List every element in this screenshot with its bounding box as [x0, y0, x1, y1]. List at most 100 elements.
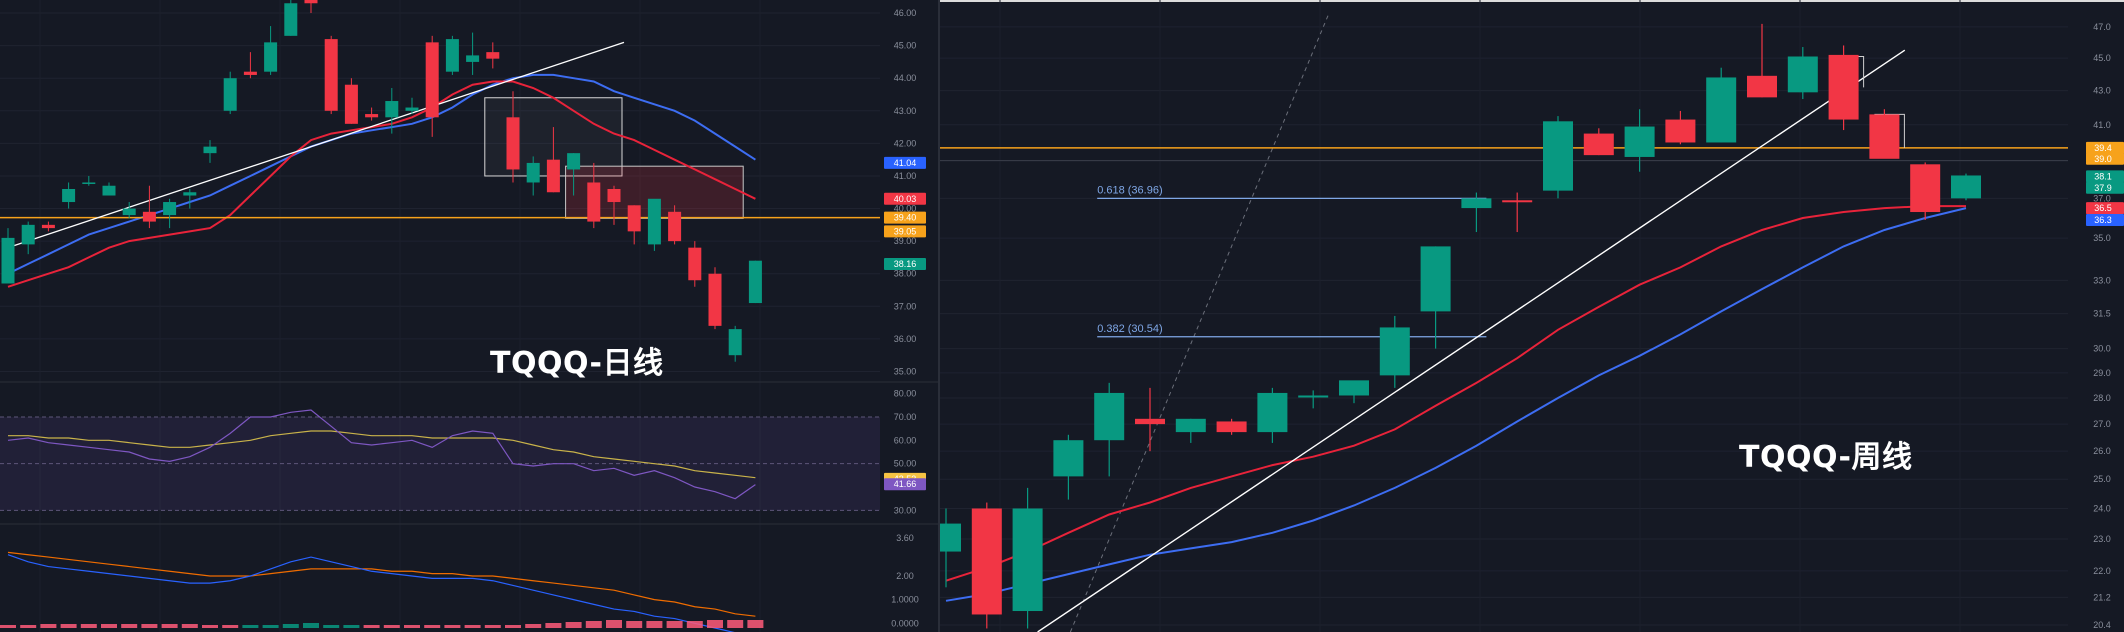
weekly-y-tick-label: 33.0	[2093, 275, 2111, 285]
weekly-candle[interactable]	[1951, 175, 1981, 199]
daily-y-tick-label: 41.00	[894, 171, 917, 181]
daily-macd-tick-label: 0.0000	[891, 618, 919, 628]
daily-candle[interactable]	[21, 224, 35, 245]
daily-macd-histogram-bar	[121, 624, 138, 628]
daily-y-tick-label: 45.00	[894, 41, 917, 51]
daily-candle[interactable]	[728, 329, 742, 356]
daily-candle[interactable]	[365, 114, 379, 118]
daily-macd-histogram-bar	[20, 625, 37, 628]
weekly-candle[interactable]	[940, 523, 961, 552]
daily-candle[interactable]	[466, 55, 480, 62]
weekly-candle[interactable]	[1624, 126, 1655, 157]
daily-background	[0, 0, 938, 632]
daily-rsi-band	[0, 417, 880, 511]
weekly-candle[interactable]	[1216, 421, 1247, 433]
weekly-price-tag	[2086, 170, 2124, 183]
daily-candle[interactable]	[688, 247, 702, 281]
daily-price-tag	[884, 192, 926, 205]
daily-candle[interactable]	[102, 185, 116, 196]
weekly-candle[interactable]	[1787, 56, 1818, 93]
daily-macd-histogram-bar	[404, 625, 420, 628]
daily-candle[interactable]	[748, 260, 762, 304]
daily-candle[interactable]	[526, 162, 540, 183]
daily-candle[interactable]	[445, 39, 459, 72]
daily-macd-histogram-bar	[222, 625, 239, 628]
daily-candle[interactable]	[284, 3, 298, 36]
weekly-candle[interactable]	[1706, 77, 1737, 143]
daily-rsi-tag-label: 41.66	[894, 479, 917, 489]
daily-y-tick-label: 44.00	[894, 73, 917, 83]
daily-candle[interactable]	[607, 189, 621, 203]
daily-candle[interactable]	[627, 205, 641, 232]
weekly-candle[interactable]	[1747, 75, 1777, 98]
weekly-chart-svg[interactable]: 47.0 45.0 43.0 41.0 39.0 37.0 35.0 33.0 31.5 30.0…	[940, 0, 2124, 632]
weekly-trendline[interactable]	[1037, 49, 1906, 632]
daily-candle[interactable]	[344, 84, 358, 124]
daily-macd-histogram-bar	[626, 621, 643, 628]
weekly-candle[interactable]	[1135, 418, 1165, 425]
daily-candle[interactable]	[506, 117, 520, 170]
daily-candle[interactable]	[203, 146, 217, 154]
daily-candle[interactable]	[243, 71, 257, 75]
daily-chart-panel[interactable]: 46.00 45.00 44.00 43.00 42.00 41.00 40.00 39.00…	[0, 0, 938, 632]
daily-candle[interactable]	[708, 273, 722, 326]
daily-chart-svg[interactable]: 46.00 45.00 44.00 43.00 42.00 41.00 40.00 39.00…	[0, 0, 938, 632]
daily-candle[interactable]	[647, 198, 661, 245]
weekly-candle[interactable]	[1175, 418, 1206, 433]
weekly-candle[interactable]	[1420, 246, 1451, 312]
daily-candle[interactable]	[567, 153, 581, 170]
daily-macd-histogram-bar	[505, 625, 521, 628]
weekly-price-tag-label: 36.5	[2094, 203, 2112, 213]
weekly-candle[interactable]	[1502, 200, 1533, 203]
daily-trendline[interactable]	[7, 41, 625, 249]
daily-candle[interactable]	[324, 39, 338, 111]
daily-candle[interactable]	[82, 182, 96, 184]
weekly-candle[interactable]	[1910, 164, 1941, 213]
weekly-candle[interactable]	[971, 508, 1002, 615]
daily-candle[interactable]	[142, 211, 156, 222]
weekly-y-tick-label: 24.0	[2093, 503, 2111, 513]
daily-candle[interactable]	[62, 189, 76, 203]
daily-candle[interactable]	[264, 42, 278, 72]
daily-candle[interactable]	[546, 159, 560, 193]
weekly-candle[interactable]	[1379, 327, 1410, 376]
daily-candle[interactable]	[425, 42, 439, 118]
weekly-candle[interactable]	[1298, 395, 1329, 398]
daily-candle[interactable]	[122, 208, 136, 216]
daily-y-tick-label: 36.00	[894, 334, 917, 344]
daily-candle[interactable]	[668, 211, 682, 242]
daily-candle[interactable]	[163, 202, 177, 216]
weekly-y-tick-label: 20.4	[2093, 620, 2111, 630]
weekly-candle[interactable]	[1543, 121, 1573, 191]
weekly-candle[interactable]	[1869, 114, 1900, 159]
weekly-candle[interactable]	[1012, 508, 1043, 612]
daily-candle[interactable]	[587, 182, 601, 222]
weekly-candle[interactable]	[1461, 198, 1492, 209]
daily-candle[interactable]	[405, 107, 419, 111]
daily-candle[interactable]	[304, 0, 318, 4]
weekly-y-tick-label: 43.0	[2093, 86, 2111, 96]
weekly-fib-label: 0.382 (30.54)	[1097, 323, 1162, 335]
daily-candle[interactable]	[385, 101, 399, 118]
daily-y-tick-label: 43.00	[894, 106, 917, 116]
weekly-candle[interactable]	[1583, 133, 1614, 156]
panel-divider[interactable]	[938, 0, 940, 632]
weekly-candle[interactable]	[1053, 440, 1084, 477]
weekly-candle[interactable]	[1665, 119, 1696, 143]
daily-y-tick-label: 38.00	[894, 269, 917, 279]
daily-macd-histogram-bar	[242, 625, 259, 628]
daily-candle[interactable]	[41, 224, 55, 229]
daily-candle[interactable]	[486, 52, 500, 59]
weekly-price-tag-label: 39.4	[2094, 143, 2112, 153]
weekly-chart-panel[interactable]: 47.0 45.0 43.0 41.0 39.0 37.0 35.0 33.0 31.5 30.0…	[940, 0, 2124, 632]
daily-macd-histogram-bar	[565, 622, 582, 628]
daily-y-tick-label: 39.00	[894, 236, 917, 246]
weekly-candle[interactable]	[1257, 392, 1288, 433]
weekly-candle[interactable]	[1339, 380, 1369, 396]
weekly-y-tick-label: 31.5	[2093, 309, 2111, 319]
daily-candle[interactable]	[223, 78, 237, 111]
weekly-candle[interactable]	[1828, 54, 1859, 120]
weekly-candle[interactable]	[1094, 392, 1125, 441]
daily-candle[interactable]	[183, 192, 197, 196]
daily-candle[interactable]	[1, 237, 15, 284]
